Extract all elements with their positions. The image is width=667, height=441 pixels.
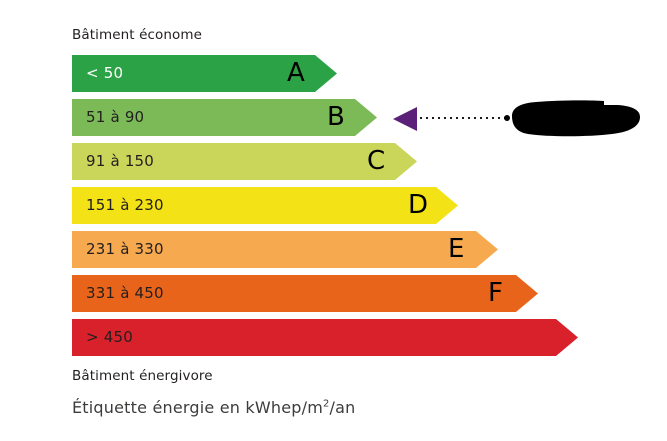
energy-band-range: 151 à 230: [86, 196, 164, 214]
redacted-value-blob: [500, 96, 642, 142]
energy-band-letter: C: [367, 146, 386, 176]
unit-label-prefix: Étiquette énergie en kWhep/m: [72, 398, 323, 417]
energy-band-d: 151 à 230 D: [72, 187, 458, 224]
energy-band-shape: [72, 319, 578, 356]
energy-band-letter: F: [488, 278, 503, 308]
energy-band-e: 231 à 330 E: [72, 231, 498, 268]
energy-band-letter: E: [448, 234, 465, 264]
energy-band-shape: [72, 275, 538, 312]
rating-pointer-arrow-icon: [392, 106, 418, 136]
energy-band-range: 91 à 150: [86, 152, 155, 170]
energy-band-range: 51 à 90: [86, 108, 145, 126]
energy-band-range: > 450: [86, 328, 133, 346]
energy-band-range: < 50: [86, 64, 124, 82]
energy-band-shape: [72, 143, 417, 180]
energy-band-shape: [72, 187, 458, 224]
rating-leader-dotted-line: [420, 117, 510, 119]
unit-label-exponent: 2: [322, 398, 330, 410]
caption-energy-consuming-building: Bâtiment énergivore: [72, 368, 213, 384]
energy-band-letter: B: [327, 102, 345, 132]
energy-band-range: 331 à 450: [86, 284, 164, 302]
energy-band-g: > 450: [72, 319, 578, 356]
energy-band-f: 331 à 450 F: [72, 275, 538, 312]
energy-band-c: 91 à 150 C: [72, 143, 417, 180]
energy-band-shape: [72, 99, 377, 136]
energy-band-a: < 50 A: [72, 55, 337, 92]
energy-band-shape: [72, 55, 337, 92]
energy-band-letter: D: [408, 190, 429, 220]
caption-economical-building: Bâtiment économe: [72, 27, 203, 43]
energy-band-shape: [72, 231, 498, 268]
energy-band-b: 51 à 90 B: [72, 99, 377, 136]
unit-label-suffix: /an: [329, 398, 356, 417]
energy-band-letter: A: [287, 58, 305, 88]
energy-band-range: 231 à 330: [86, 240, 164, 258]
unit-label: Étiquette énergie en kWhep/m2/an: [72, 398, 355, 417]
